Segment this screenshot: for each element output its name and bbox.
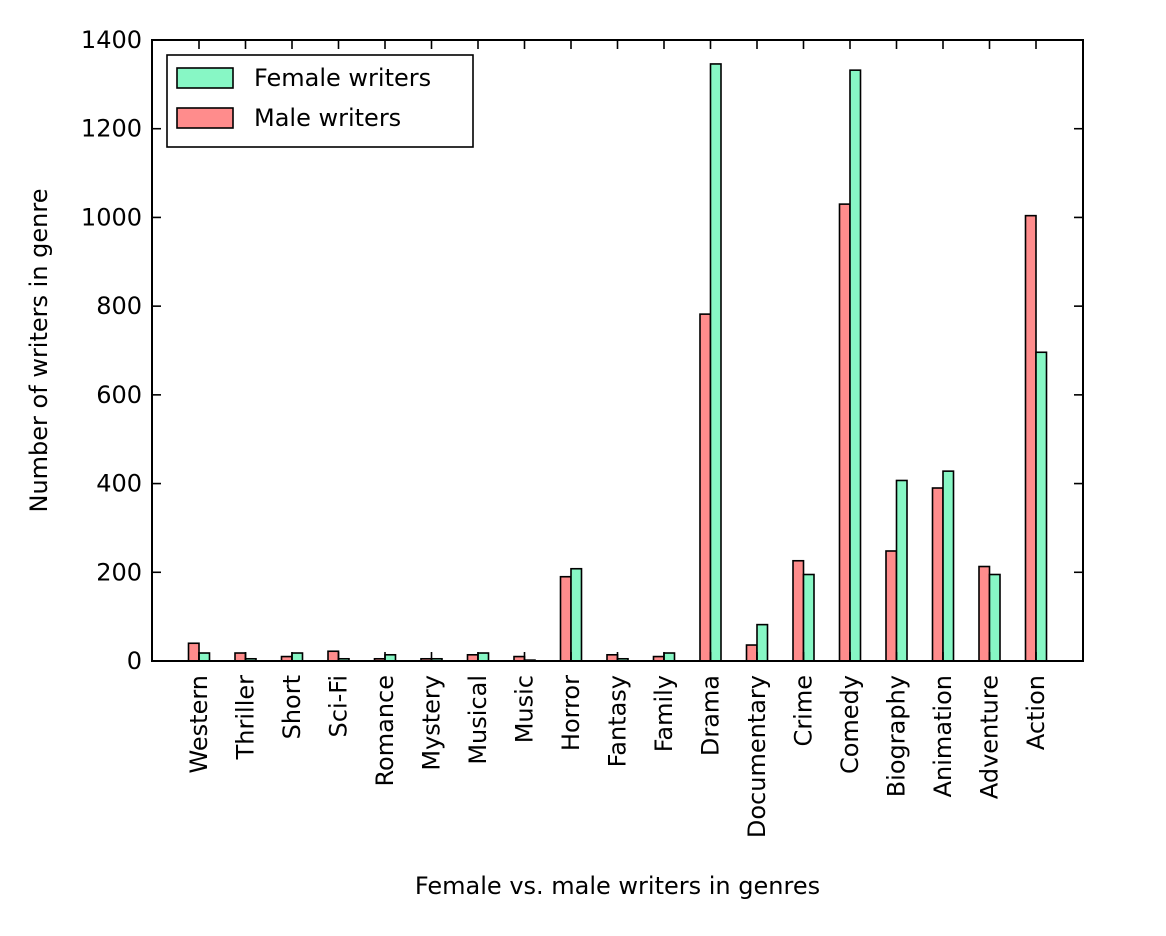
x-tick-label: Family [650, 675, 678, 752]
y-tick-label: 1200 [81, 115, 142, 143]
bar-female-crime [802, 573, 815, 662]
x-tick-label: Western [185, 675, 213, 773]
bar-female-comedy [849, 69, 862, 662]
bar-female-horror [570, 567, 583, 662]
y-tick-label: 400 [96, 470, 142, 498]
bar-female-western [198, 652, 211, 662]
bar-male-horror [559, 575, 572, 662]
x-tick-label: Comedy [836, 675, 864, 774]
legend-swatch-female [176, 67, 234, 89]
y-axis-label: Number of writers in genre [25, 189, 53, 513]
legend-label-male: Male writers [254, 104, 401, 132]
bar-male-western [187, 642, 200, 662]
x-tick-label: Musical [464, 675, 492, 765]
bar-male-animation [931, 487, 944, 662]
bar-female-adventure [988, 573, 1001, 662]
bar-female-drama [709, 63, 722, 662]
y-tick-label: 200 [96, 558, 142, 586]
x-axis-label: Female vs. male writers in genres [415, 872, 820, 900]
x-tick-label: Thriller [232, 675, 260, 761]
y-tick-label: 800 [96, 292, 142, 320]
x-tick-label: Action [1022, 675, 1050, 750]
x-tick-label: Fantasy [604, 675, 632, 767]
x-tick-label: Horror [557, 675, 585, 751]
legend-box [166, 54, 474, 148]
bar-female-action [1035, 351, 1048, 662]
bar-female-family [663, 652, 676, 662]
x-tick-label: Mystery [418, 675, 446, 771]
bar-male-crime [792, 559, 805, 662]
legend: Female writers Male writers [166, 54, 474, 148]
bar-male-action [1024, 214, 1037, 662]
y-tick-label: 600 [96, 381, 142, 409]
bar-male-adventure [978, 565, 991, 662]
bar-male-thriller [234, 652, 247, 662]
x-tick-label: Adventure [976, 675, 1004, 799]
y-tick-label: 1400 [81, 26, 142, 54]
bar-male-drama [699, 313, 712, 662]
bars-layer [187, 63, 1048, 662]
bar-male-sci-fi [327, 650, 340, 662]
bar-female-animation [942, 470, 955, 662]
bar-male-biography [885, 550, 898, 662]
x-tick-label: Biography [883, 675, 911, 797]
x-tick-label: Sci-Fi [325, 675, 353, 737]
legend-label-female: Female writers [254, 64, 431, 92]
bar-female-biography [895, 479, 908, 662]
x-tick-label: Animation [929, 675, 957, 797]
bar-male-documentary [745, 644, 758, 662]
bar-female-documentary [756, 623, 769, 662]
y-tick-label: 1000 [81, 203, 142, 231]
bar-female-short [291, 652, 304, 662]
x-tick-label: Romance [371, 675, 399, 787]
bar-female-musical [477, 652, 490, 662]
x-tick-label: Short [278, 675, 306, 739]
x-axis-ticks: Western Thriller Short Sci-Fi Romance Mystery… [185, 40, 1050, 838]
x-tick-label: Documentary [743, 675, 771, 838]
y-tick-label: 0 [127, 647, 142, 675]
legend-swatch-male [176, 107, 234, 129]
x-tick-label: Crime [790, 675, 818, 746]
bar-male-comedy [838, 203, 851, 662]
x-tick-label: Drama [697, 675, 725, 756]
x-tick-label: Music [511, 675, 539, 743]
plot-area-frame [151, 39, 1084, 662]
